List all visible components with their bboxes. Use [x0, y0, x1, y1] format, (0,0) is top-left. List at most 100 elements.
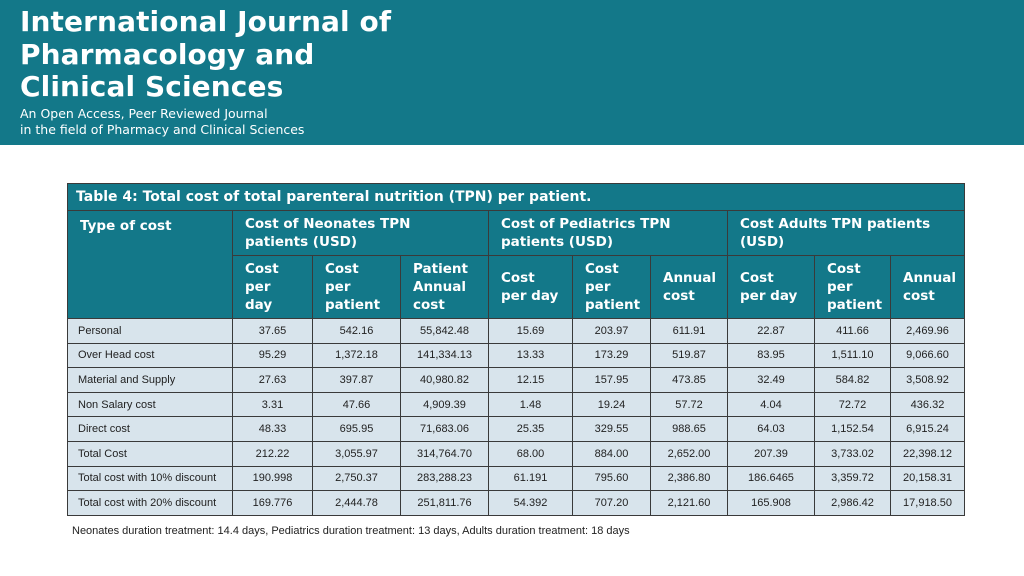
table-cell: 397.87 — [312, 367, 401, 393]
table-cell: 9,066.60 — [890, 342, 965, 369]
table-cell: 55,842.48 — [400, 318, 489, 344]
table-cell: 54.392 — [488, 490, 573, 516]
table-cell: 190.998 — [232, 465, 313, 492]
table-cell: 48.33 — [232, 416, 313, 442]
table-cell: 6,915.24 — [890, 416, 965, 442]
table-cell: 27.63 — [232, 367, 313, 393]
table-cell: 17,918.50 — [890, 490, 965, 516]
table-cell: 72.72 — [814, 391, 891, 418]
table-cell: 542.16 — [312, 318, 401, 344]
table-cell: 68.00 — [488, 440, 573, 467]
adults-group-header: Cost Adults TPN patients (USD) — [727, 210, 965, 256]
table-cell: 251,811.76 — [400, 490, 489, 516]
column-header: Cost per patient — [572, 255, 651, 319]
table-cell: 169.776 — [232, 490, 313, 516]
table-cell: 4.04 — [727, 391, 815, 418]
table-cell: 436.32 — [890, 391, 965, 418]
table-row: Personal 37.65 542.16 55,842.48 15.69 203.97 6… — [67, 318, 965, 344]
table-cell: 2,386.80 — [650, 465, 728, 492]
table-cell: 4,909.39 — [400, 391, 489, 418]
table-cell: 884.00 — [572, 440, 651, 467]
table-cell: 329.55 — [572, 416, 651, 442]
table-cell: 40,980.82 — [400, 367, 489, 393]
cost-table-container: Table 4: Total cost of total parenteral … — [67, 183, 965, 516]
table-cell: 64.03 — [727, 416, 815, 442]
table-row: Total cost with 10% discount 190.998 2,750… — [67, 465, 965, 492]
table-cell: 1,152.54 — [814, 416, 891, 442]
column-header: Annual cost — [890, 255, 965, 319]
table-cell: 207.39 — [727, 440, 815, 467]
row-label: Personal — [67, 318, 233, 344]
table-cell: 71,683.06 — [400, 416, 489, 442]
table-cell: 3,508.92 — [890, 367, 965, 393]
table-cell: 473.85 — [650, 367, 728, 393]
row-label: Non Salary cost — [67, 391, 233, 418]
table-cell: 19.24 — [572, 391, 651, 418]
table-cell: 584.82 — [814, 367, 891, 393]
table-row: Total Cost 212.22 3,055.97 314,764.70 68.00 8… — [67, 440, 965, 467]
table-row: Total cost with 20% discount 169.776 2,444… — [67, 490, 965, 516]
table-cell: 20,158.31 — [890, 465, 965, 492]
table-cell: 173.29 — [572, 342, 651, 369]
table-cell: 988.65 — [650, 416, 728, 442]
table-row: Non Salary cost 3.31 47.66 4,909.39 1.48 19.2… — [67, 391, 965, 418]
table-cell: 47.66 — [312, 391, 401, 418]
table-cell: 1,372.18 — [312, 342, 401, 369]
tpn-cost-table: Table 4: Total cost of total parenteral … — [67, 183, 965, 516]
journal-title-line: International Journal of — [20, 5, 392, 38]
table-cell: 283,288.23 — [400, 465, 489, 492]
journal-subtitle: An Open Access, Peer Reviewed Journal in… — [20, 106, 304, 138]
table-cell: 707.20 — [572, 490, 651, 516]
table-cell: 611.91 — [650, 318, 728, 344]
column-header: Cost per patient — [312, 255, 401, 319]
row-label: Total Cost — [67, 440, 233, 467]
neonates-group-header: Cost of Neonates TPN patients (USD) — [232, 210, 489, 256]
table-cell: 57.72 — [650, 391, 728, 418]
table-cell: 1.48 — [488, 391, 573, 418]
table-cell: 695.95 — [312, 416, 401, 442]
table-cell: 22,398.12 — [890, 440, 965, 467]
pediatrics-group-header: Cost of Pediatrics TPN patients (USD) — [488, 210, 728, 256]
row-label: Total cost with 20% discount — [67, 490, 233, 516]
type-of-cost-header: Type of cost — [67, 210, 233, 319]
table-body: Personal 37.65 542.16 55,842.48 15.69 203.97 6… — [67, 318, 965, 516]
table-cell: 203.97 — [572, 318, 651, 344]
table-cell: 141,334.13 — [400, 342, 489, 369]
column-header: Patient Annual cost — [400, 255, 489, 319]
row-label: Total cost with 10% discount — [67, 465, 233, 492]
table-cell: 95.29 — [232, 342, 313, 369]
table-cell: 13.33 — [488, 342, 573, 369]
column-header: Cost per day — [727, 255, 815, 319]
journal-subtitle-line: An Open Access, Peer Reviewed Journal — [20, 106, 268, 121]
table-cell: 519.87 — [650, 342, 728, 369]
table-cell: 2,469.96 — [890, 318, 965, 344]
table-cell: 25.35 — [488, 416, 573, 442]
table-cell: 2,750.37 — [312, 465, 401, 492]
table-cell: 37.65 — [232, 318, 313, 344]
journal-subtitle-line: in the field of Pharmacy and Clinical Sc… — [20, 122, 305, 137]
table-cell: 2,444.78 — [312, 490, 401, 516]
table-cell: 15.69 — [488, 318, 573, 344]
table-cell: 22.87 — [727, 318, 815, 344]
table-cell: 165.908 — [727, 490, 815, 516]
table-cell: 3.31 — [232, 391, 313, 418]
table-cell: 2,986.42 — [814, 490, 891, 516]
table-cell: 157.95 — [572, 367, 651, 393]
table-cell: 3,359.72 — [814, 465, 891, 492]
row-label: Over Head cost — [67, 342, 233, 369]
table-caption: Table 4: Total cost of total parenteral … — [67, 183, 965, 211]
table-cell: 61.191 — [488, 465, 573, 492]
table-cell: 186.6465 — [727, 465, 815, 492]
table-cell: 1,511.10 — [814, 342, 891, 369]
table-cell: 32.49 — [727, 367, 815, 393]
table-cell: 12.15 — [488, 367, 573, 393]
journal-title-line: Clinical Sciences — [20, 70, 284, 103]
row-label: Direct cost — [67, 416, 233, 442]
table-cell: 212.22 — [232, 440, 313, 467]
table-cell: 314,764.70 — [400, 440, 489, 467]
table-cell: 795.60 — [572, 465, 651, 492]
column-header: Cost per day — [488, 255, 573, 319]
table-cell: 2,121.60 — [650, 490, 728, 516]
column-header: Cost per patient — [814, 255, 891, 319]
table-row: Over Head cost 95.29 1,372.18 141,334.13 13.… — [67, 342, 965, 369]
